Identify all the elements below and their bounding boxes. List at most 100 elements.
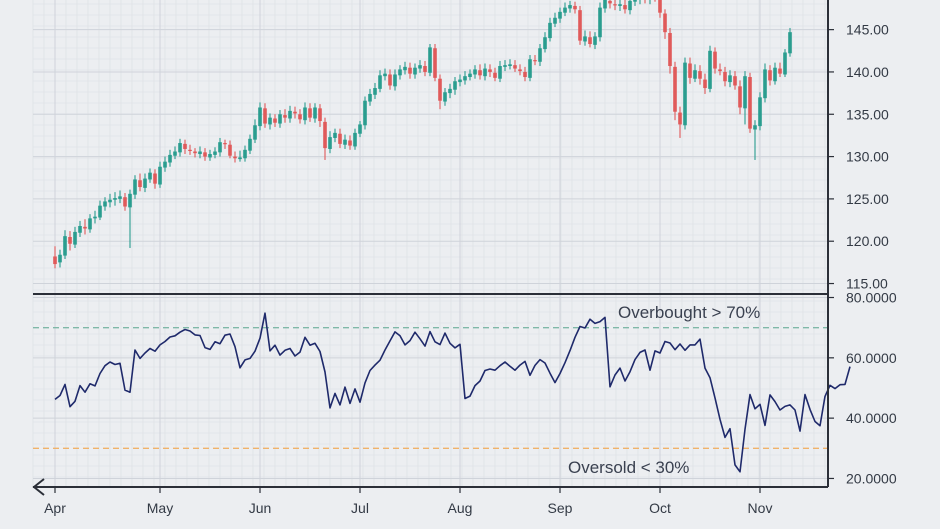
candle-body (268, 117, 272, 125)
price-tick-label: 125.00 (846, 191, 889, 207)
candle-body (573, 5, 577, 10)
candle (338, 128, 342, 149)
candle-body (258, 107, 262, 127)
candle-body (318, 108, 322, 122)
candle (103, 197, 107, 211)
candle-body (323, 121, 327, 149)
candle (328, 131, 332, 154)
candle (588, 31, 592, 48)
candle (613, 0, 617, 11)
candle-body (668, 33, 672, 67)
candle-body (328, 137, 332, 149)
candle (598, 2, 602, 42)
candle (128, 189, 132, 248)
candle-body (438, 78, 442, 101)
overbought-label: Overbought > 70% (618, 303, 760, 322)
candle (753, 120, 757, 160)
candle-body (143, 178, 147, 188)
candle-body (83, 226, 87, 229)
candle-body (488, 69, 492, 72)
rsi-axis-ticks: 80.0000 60.0000 40.0000 20.0000 (828, 290, 897, 486)
month-tick-label: Nov (748, 500, 773, 516)
candle-body (173, 151, 177, 156)
candle-body (683, 62, 687, 126)
time-axis-ticks: Apr May Jun Jul Aug Sep Oct Nov (44, 487, 772, 516)
candle-body (413, 67, 417, 75)
candle-body (563, 7, 567, 13)
candle-body (383, 73, 387, 77)
candle-body (63, 236, 67, 256)
candlestick-series (53, 0, 792, 269)
candle-body (658, 0, 662, 13)
candle (273, 114, 277, 127)
candle-body (88, 218, 92, 230)
candle-body (393, 74, 397, 87)
candle (538, 44, 542, 67)
candle-body (468, 73, 472, 78)
candle-body (278, 114, 282, 124)
candle (158, 161, 162, 188)
candle-body (553, 17, 557, 24)
candle-body (778, 68, 782, 74)
candle-body (788, 32, 792, 54)
candle (333, 128, 337, 143)
candle-body (598, 7, 602, 38)
candle-body (578, 10, 582, 41)
candle (258, 102, 262, 131)
candle (768, 65, 772, 86)
price-tick-label: 115.00 (846, 276, 888, 292)
candle-body (568, 5, 572, 9)
candle-body (623, 5, 627, 10)
candle (238, 150, 242, 162)
candle-body (213, 151, 217, 155)
candle-body (443, 92, 447, 102)
candle (418, 60, 422, 73)
candle-body (218, 142, 222, 153)
candle-body (183, 143, 187, 149)
candle-body (398, 69, 402, 76)
candle-body (558, 11, 562, 19)
candle (303, 102, 307, 125)
candle (658, 0, 662, 18)
candle (783, 49, 787, 78)
candle-body (518, 69, 522, 72)
candle-body (428, 47, 432, 73)
candle (663, 9, 667, 39)
candle (458, 74, 462, 87)
candle-body (588, 37, 592, 45)
candle-body (718, 69, 722, 72)
candle-body (178, 143, 182, 153)
rsi-tick-label: 80.0000 (846, 290, 897, 306)
candle (654, 0, 656, 2)
month-tick-label: Jul (351, 500, 369, 516)
candle-body (783, 52, 787, 75)
candle-body (543, 37, 547, 50)
candle (728, 70, 732, 88)
candle (398, 65, 402, 80)
candle-body (663, 13, 667, 33)
candle (463, 71, 467, 85)
candle-body (723, 71, 727, 82)
candle (278, 110, 282, 128)
candle-body (313, 107, 317, 119)
candle-body (293, 111, 297, 114)
candle (233, 151, 237, 163)
candle (788, 27, 792, 57)
scroll-left-arrow-icon[interactable] (32, 478, 45, 496)
candle (583, 30, 587, 46)
candle (778, 62, 782, 78)
candle (343, 134, 347, 149)
candle (573, 1, 577, 14)
candle (738, 80, 742, 115)
price-tick-label: 130.00 (846, 149, 889, 165)
candle-body (433, 48, 437, 78)
price-axis-ticks: 145.00 140.00 135.00 130.00 125.00 120.00 115.… (828, 22, 889, 292)
candle (253, 119, 257, 144)
candle-body (153, 173, 157, 184)
candle-body (458, 79, 462, 83)
candle (713, 47, 717, 74)
candle (543, 32, 547, 53)
candle (98, 200, 102, 221)
candle (113, 192, 117, 206)
candle (438, 74, 442, 110)
